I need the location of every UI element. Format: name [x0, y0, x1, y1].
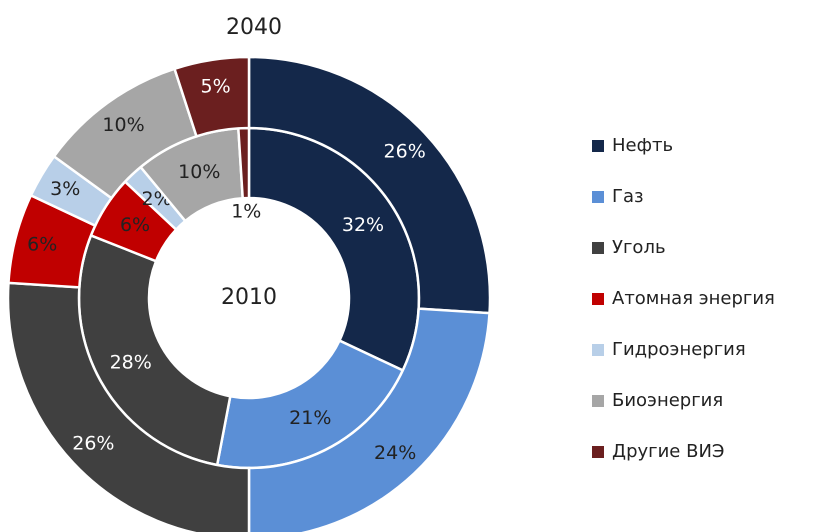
data-label: 3%: [50, 178, 80, 200]
legend-label: Уголь: [612, 237, 666, 258]
data-label: 10%: [102, 114, 144, 136]
legend-swatch: [592, 242, 604, 254]
legend-label: Газ: [612, 186, 644, 207]
legend-label: Биоэнергия: [612, 390, 723, 411]
legend-label: Другие ВИЭ: [612, 441, 724, 462]
data-label: 21%: [289, 407, 331, 429]
data-label: 10%: [178, 161, 220, 183]
data-label: 26%: [72, 433, 114, 455]
donut-slice: [6, 281, 251, 532]
legend-label: Атомная энергия: [612, 288, 775, 309]
donut-slice: [247, 307, 491, 532]
data-label: 26%: [384, 140, 426, 162]
legend-swatch: [592, 344, 604, 356]
legend-label: Гидроэнергия: [612, 339, 746, 360]
data-label: 24%: [374, 442, 416, 464]
data-label: 6%: [120, 214, 150, 236]
legend-swatch: [592, 395, 604, 407]
legend-swatch: [592, 140, 604, 152]
data-label: 5%: [201, 76, 231, 98]
data-label: 32%: [342, 214, 384, 236]
data-label: 28%: [110, 352, 152, 374]
legend-swatch: [592, 446, 604, 458]
legend-swatch: [592, 191, 604, 203]
legend-label: Нефть: [612, 135, 673, 156]
donut-slice: [247, 55, 492, 315]
legend-swatch: [592, 293, 604, 305]
data-label: 6%: [27, 233, 57, 255]
inner-ring-label: 2010: [221, 285, 277, 310]
donut-slice: [172, 55, 251, 138]
data-label: 1%: [231, 201, 261, 223]
outer-ring-label: 2040: [226, 15, 282, 40]
